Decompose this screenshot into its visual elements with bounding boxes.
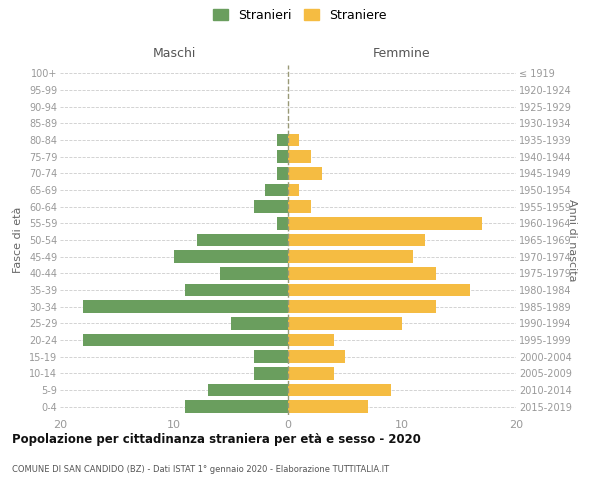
Y-axis label: Anni di nascita: Anni di nascita xyxy=(567,198,577,281)
Bar xyxy=(185,400,288,413)
Bar xyxy=(288,167,322,179)
Legend: Stranieri, Straniere: Stranieri, Straniere xyxy=(213,8,387,22)
Bar xyxy=(288,150,311,163)
Bar xyxy=(288,200,311,213)
Bar xyxy=(277,217,288,230)
Bar xyxy=(288,134,299,146)
Bar xyxy=(288,267,436,280)
Bar xyxy=(220,267,288,280)
Bar xyxy=(277,150,288,163)
Bar xyxy=(288,284,470,296)
Bar xyxy=(277,134,288,146)
Bar xyxy=(288,384,391,396)
Bar xyxy=(288,317,402,330)
Bar xyxy=(288,250,413,263)
Bar xyxy=(265,184,288,196)
Bar xyxy=(288,300,436,313)
Bar xyxy=(208,384,288,396)
Text: Popolazione per cittadinanza straniera per età e sesso - 2020: Popolazione per cittadinanza straniera p… xyxy=(12,432,421,446)
Bar xyxy=(174,250,288,263)
Bar xyxy=(254,200,288,213)
Text: Femmine: Femmine xyxy=(373,47,431,60)
Bar xyxy=(83,334,288,346)
Bar xyxy=(197,234,288,246)
Y-axis label: Fasce di età: Fasce di età xyxy=(13,207,23,273)
Text: Maschi: Maschi xyxy=(152,47,196,60)
Bar xyxy=(277,167,288,179)
Bar xyxy=(83,300,288,313)
Bar xyxy=(254,350,288,363)
Bar xyxy=(288,234,425,246)
Text: COMUNE DI SAN CANDIDO (BZ) - Dati ISTAT 1° gennaio 2020 - Elaborazione TUTTITALI: COMUNE DI SAN CANDIDO (BZ) - Dati ISTAT … xyxy=(12,466,389,474)
Bar xyxy=(185,284,288,296)
Bar xyxy=(231,317,288,330)
Bar xyxy=(254,367,288,380)
Bar xyxy=(288,400,368,413)
Bar xyxy=(288,367,334,380)
Bar xyxy=(288,350,345,363)
Bar xyxy=(288,334,334,346)
Bar xyxy=(288,184,299,196)
Bar xyxy=(288,217,482,230)
